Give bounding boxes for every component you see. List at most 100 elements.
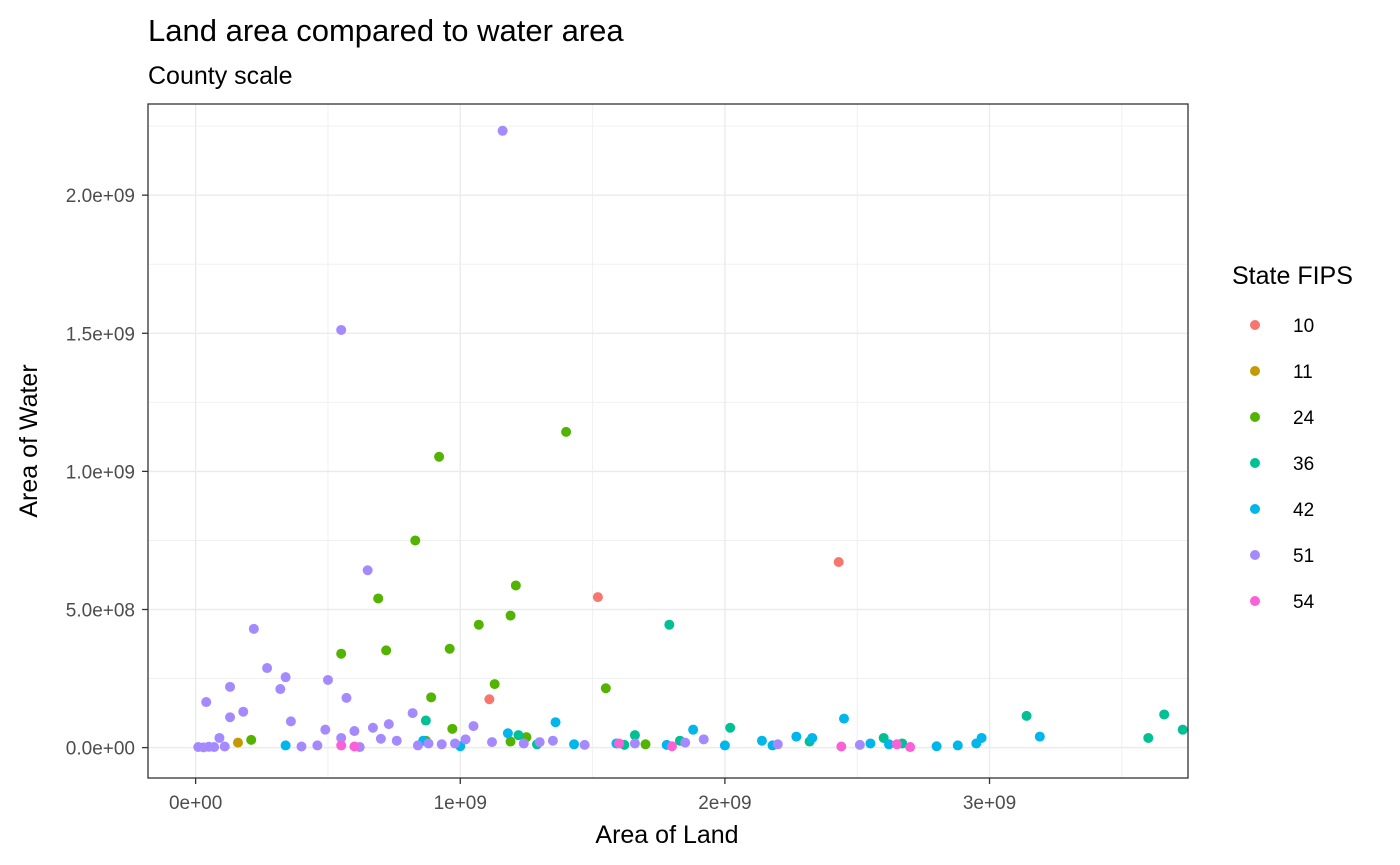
data-point-fips-51	[534, 737, 545, 748]
data-point-fips-51	[391, 735, 402, 746]
data-point-fips-51	[375, 733, 386, 744]
data-point-fips-51	[680, 737, 691, 748]
y-tick-label: 1.0e+09	[66, 462, 135, 483]
data-point-fips-51	[209, 742, 220, 753]
chart-title: Land area compared to water area	[148, 13, 624, 48]
data-point-fips-42	[569, 739, 580, 750]
data-point-fips-11	[232, 737, 243, 748]
data-point-fips-36	[629, 730, 640, 741]
data-point-fips-51	[449, 738, 460, 749]
data-point-fips-51	[629, 738, 640, 749]
legend-key-51	[1250, 550, 1260, 560]
data-point-fips-24	[444, 643, 455, 654]
x-tick-label: 2e+09	[698, 793, 751, 814]
data-point-fips-51	[518, 738, 529, 749]
data-point-fips-51	[336, 324, 347, 335]
data-point-fips-24	[505, 610, 516, 621]
y-axis-title: Area of Water	[15, 364, 43, 517]
data-point-fips-42	[931, 741, 942, 752]
legend-label-51: 51	[1293, 546, 1314, 567]
data-point-fips-51	[225, 681, 236, 692]
data-point-fips-51	[367, 722, 378, 733]
x-tick-label: 0e+00	[169, 793, 222, 814]
legend-label-42: 42	[1293, 500, 1314, 521]
data-point-fips-36	[513, 730, 524, 741]
legend-label-11: 11	[1293, 362, 1313, 383]
data-point-fips-54	[891, 739, 902, 750]
x-axis-title: Area of Land	[595, 821, 738, 849]
x-tick-label: 1e+09	[434, 793, 487, 814]
data-point-fips-42	[550, 717, 561, 728]
data-point-fips-51	[362, 565, 373, 576]
data-point-fips-42	[688, 724, 699, 735]
data-point-fips-51	[423, 738, 434, 749]
legend-key-24	[1250, 412, 1260, 422]
legend-label-36: 36	[1293, 454, 1314, 475]
minor-gridlines	[148, 104, 1188, 778]
data-point-fips-51	[219, 741, 230, 752]
data-points	[193, 125, 1188, 753]
data-point-fips-42	[807, 732, 818, 743]
data-point-fips-24	[489, 679, 500, 690]
legend-title: State FIPS	[1232, 262, 1353, 290]
data-point-fips-51	[854, 739, 865, 750]
legend-label-54: 54	[1293, 592, 1315, 613]
y-axis-ticks: 0.0e+00 5.0e+08 1.0e+09 1.5e+09 2.0e+09	[66, 186, 148, 760]
data-point-fips-10	[833, 556, 844, 567]
data-point-fips-24	[381, 645, 392, 656]
data-point-fips-42	[719, 740, 730, 751]
data-point-fips-51	[214, 732, 225, 743]
data-point-fips-54	[349, 741, 360, 752]
data-point-fips-51	[383, 719, 394, 730]
data-point-fips-42	[280, 740, 291, 751]
legend-label-10: 10	[1293, 316, 1314, 337]
data-point-fips-24	[640, 739, 651, 750]
data-point-fips-42	[502, 728, 513, 739]
data-point-fips-54	[905, 742, 916, 753]
data-point-fips-51	[698, 734, 709, 745]
data-point-fips-51	[349, 726, 360, 737]
data-point-fips-51	[285, 716, 296, 727]
legend-key-42	[1250, 504, 1260, 514]
data-point-fips-51	[436, 739, 447, 750]
data-point-fips-24	[510, 580, 521, 591]
data-point-fips-42	[952, 740, 963, 751]
x-tick-label: 3e+09	[963, 793, 1016, 814]
data-point-fips-51	[248, 623, 259, 634]
legend-key-10	[1250, 320, 1260, 330]
chart-subtitle: County scale	[148, 62, 293, 90]
data-point-fips-24	[447, 723, 458, 734]
data-point-fips-36	[664, 619, 675, 630]
legend-key-36	[1250, 458, 1260, 468]
data-point-fips-54	[614, 738, 625, 749]
data-point-fips-42	[865, 738, 876, 749]
data-point-fips-24	[336, 648, 347, 659]
data-point-fips-51	[262, 663, 273, 674]
y-tick-label: 0.0e+00	[66, 739, 135, 760]
data-point-fips-42	[838, 713, 849, 724]
data-point-fips-51	[772, 739, 783, 750]
data-point-fips-36	[725, 722, 736, 733]
data-point-fips-54	[836, 741, 847, 752]
data-point-fips-51	[547, 735, 558, 746]
data-point-fips-51	[320, 724, 331, 735]
data-point-fips-36	[1159, 709, 1170, 720]
data-point-fips-51	[225, 712, 236, 723]
data-point-fips-54	[666, 741, 677, 752]
data-point-fips-36	[1021, 710, 1032, 721]
data-point-fips-51	[341, 692, 352, 703]
data-point-fips-51	[460, 734, 471, 745]
data-point-fips-10	[484, 694, 495, 705]
data-point-fips-51	[407, 708, 418, 719]
data-point-fips-24	[505, 736, 516, 747]
data-point-fips-42	[791, 731, 802, 742]
legend-key-11	[1250, 366, 1260, 376]
data-point-fips-24	[473, 619, 484, 630]
data-point-fips-51	[468, 721, 479, 732]
data-point-fips-10	[592, 592, 603, 603]
data-point-fips-51	[412, 740, 423, 751]
data-point-fips-51	[322, 674, 333, 685]
data-point-fips-42	[1034, 731, 1045, 742]
legend-label-24: 24	[1293, 408, 1315, 429]
